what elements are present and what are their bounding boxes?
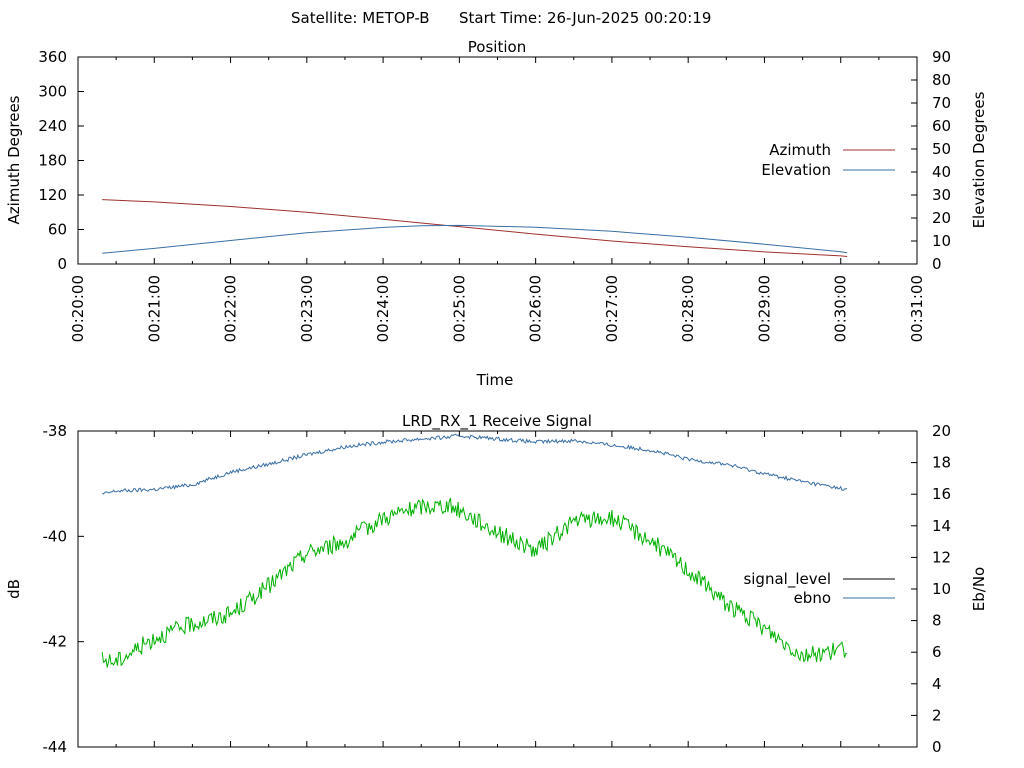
signal-series-trace-2 bbox=[101, 497, 848, 668]
position-series-Azimuth bbox=[102, 199, 848, 257]
position-y2-tick-label: 80 bbox=[932, 71, 951, 89]
position-y2-tick-label: 20 bbox=[932, 209, 951, 227]
position-x-axis-label: Time bbox=[476, 371, 514, 389]
position-x-tick-label: 00:26:00 bbox=[527, 275, 545, 342]
signal-y2-tick-label: 12 bbox=[932, 548, 951, 566]
signal-y2-axis-label: Eb/No bbox=[970, 567, 988, 611]
position-y2-axis-label: Elevation Degrees bbox=[970, 91, 988, 228]
position-x-tick-label: 00:27:00 bbox=[603, 275, 621, 342]
position-x-tick-label: 00:23:00 bbox=[298, 275, 316, 342]
position-y-tick-label: 120 bbox=[38, 186, 67, 204]
position-x-tick-label: 00:20:00 bbox=[69, 275, 87, 342]
signal-y-axis-label: dB bbox=[5, 579, 23, 599]
position-series-Elevation bbox=[102, 224, 848, 254]
signal-y2-tick-label: 18 bbox=[932, 454, 951, 472]
position-y2-tick-label: 40 bbox=[932, 163, 951, 181]
signal-y2-tick-label: 16 bbox=[932, 485, 951, 503]
position-chart: Position 0 60 120 180 240 300 360 0 10 20 30 40 50 60… bbox=[5, 38, 988, 389]
signal-title: LRD_RX_1 Receive Signal bbox=[402, 412, 592, 431]
signal-y2-tick-label: 8 bbox=[932, 612, 942, 630]
signal-series bbox=[101, 433, 848, 668]
header-start-time: Start Time: 26-Jun-2025 00:20:19 bbox=[459, 9, 711, 27]
signal-y2-tick-label: 4 bbox=[932, 675, 942, 693]
position-y-tick-label: 360 bbox=[38, 48, 67, 66]
position-y2-tick-label: 60 bbox=[932, 117, 951, 135]
position-legend-label: Azimuth bbox=[769, 141, 831, 159]
position-x-tick-label: 00:28:00 bbox=[679, 275, 697, 342]
position-y2-tick-label: 50 bbox=[932, 140, 951, 158]
position-y-tick-label: 180 bbox=[38, 152, 67, 170]
position-x-tick-label: 00:25:00 bbox=[450, 275, 468, 342]
position-y-tick-label: 300 bbox=[38, 83, 67, 101]
signal-y2-tick-label: 2 bbox=[932, 706, 942, 724]
signal-series-ebno bbox=[101, 433, 848, 495]
position-series bbox=[102, 199, 848, 257]
position-title: Position bbox=[468, 38, 526, 56]
position-x-tick-label: 00:30:00 bbox=[832, 275, 850, 342]
signal-legend-label: signal_level bbox=[743, 570, 831, 589]
position-y-tick-label: 0 bbox=[57, 255, 67, 273]
signal-y2-tick-label: 14 bbox=[932, 517, 951, 535]
position-y-tick-label: 60 bbox=[48, 221, 67, 239]
signal-legend-label: ebno bbox=[794, 589, 831, 607]
signal-y2-tick-label: 10 bbox=[932, 580, 951, 598]
position-y-axis-label: Azimuth Degrees bbox=[5, 95, 23, 224]
signal-chart: LRD_RX_1 Receive Signal -44 -42 -40 -38 0 2 4 6… bbox=[5, 412, 988, 756]
position-x-tick-label: 00:22:00 bbox=[222, 275, 240, 342]
position-x-tick-label: 00:21:00 bbox=[145, 275, 163, 342]
signal-y-tick-label: -42 bbox=[43, 633, 68, 651]
position-y2-tick-label: 10 bbox=[932, 232, 951, 250]
signal-y-tick-label: -40 bbox=[43, 527, 68, 545]
signal-y-tick-label: -44 bbox=[43, 738, 68, 756]
position-x-tick-label: 00:24:00 bbox=[374, 275, 392, 342]
signal-y2-tick-label: 20 bbox=[932, 422, 951, 440]
position-y-tick-label: 240 bbox=[38, 117, 67, 135]
header-satellite: Satellite: METOP-B bbox=[291, 9, 430, 27]
position-legend-label: Elevation bbox=[761, 161, 831, 179]
position-y2-tick-label: 90 bbox=[932, 48, 951, 66]
signal-y-tick-label: -38 bbox=[43, 422, 68, 440]
position-y2-tick-label: 0 bbox=[932, 255, 942, 273]
position-ticks: 0 60 120 180 240 300 360 0 10 20 30 40 50 60 70 80 90 00:… bbox=[38, 48, 951, 342]
signal-y2-tick-label: 0 bbox=[932, 738, 942, 756]
signal-ticks: -44 -42 -40 -38 0 2 4 6 8 10 12 14 16 18 20 bbox=[43, 422, 952, 756]
position-y2-tick-label: 70 bbox=[932, 94, 951, 112]
position-x-tick-label: 00:29:00 bbox=[755, 275, 773, 342]
signal-y2-tick-label: 6 bbox=[932, 643, 942, 661]
position-x-tick-label: 00:31:00 bbox=[908, 275, 926, 342]
position-legend: Azimuth Elevation bbox=[761, 141, 895, 179]
position-y2-tick-label: 30 bbox=[932, 186, 951, 204]
